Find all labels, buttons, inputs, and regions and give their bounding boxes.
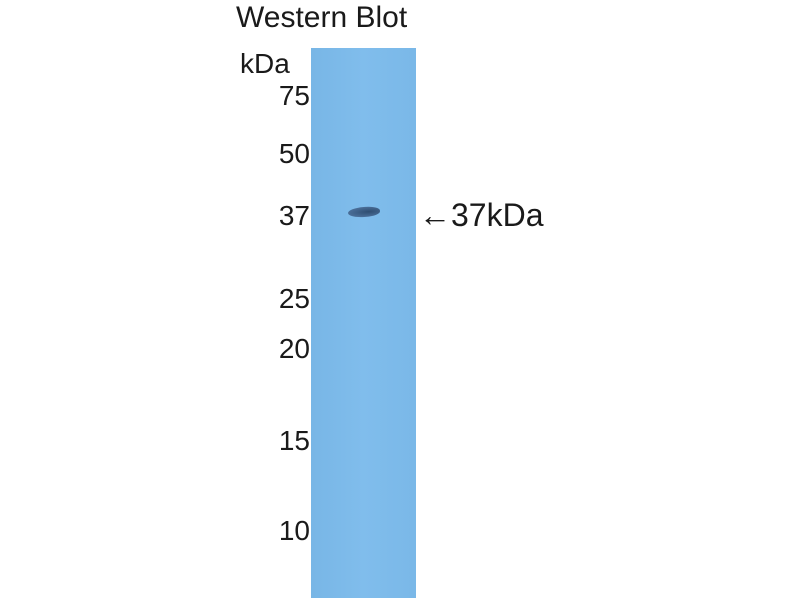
- marker-15: 15: [278, 425, 310, 456]
- marker-25: 25: [278, 283, 310, 314]
- blot-lane: [311, 48, 416, 598]
- marker-37: 37: [278, 200, 310, 231]
- unit-label: kDa: [240, 48, 290, 79]
- band-label: ←37kDa: [419, 197, 544, 233]
- marker-10: 10: [278, 515, 310, 546]
- marker-75: 75: [278, 80, 310, 111]
- marker-50: 50: [278, 138, 310, 169]
- figure-title: Western Blot: [236, 1, 408, 34]
- marker-20: 20: [278, 333, 310, 364]
